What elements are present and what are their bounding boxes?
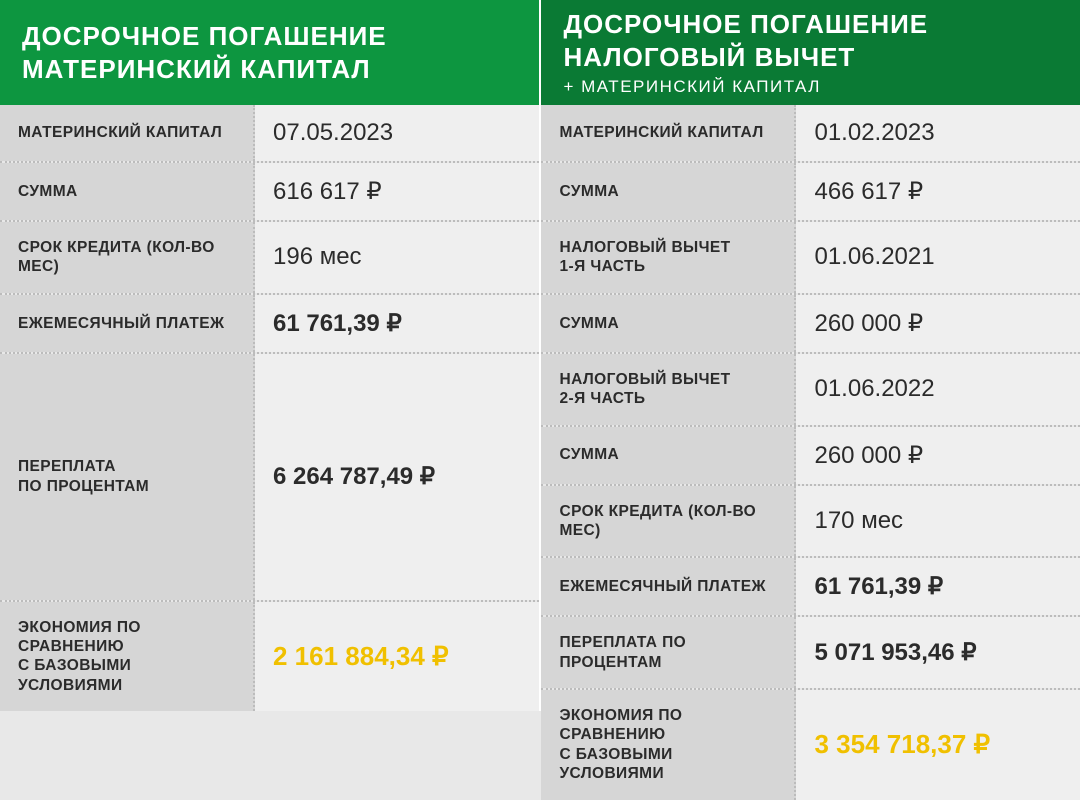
- row-value: 01.06.2021: [796, 222, 1080, 293]
- table-row: СУММА 616 617 ₽: [0, 163, 539, 222]
- right-header: ДОСРОЧНОЕ ПОГАШЕНИЕ НАЛОГОВЫЙ ВЫЧЕТ + МА…: [541, 0, 1080, 105]
- row-label: ЕЖЕМЕСЯЧНЫЙ ПЛАТЕЖ: [0, 295, 255, 352]
- table-row: СРОК КРЕДИТА (КОЛ-ВО МЕС) 196 мес: [0, 222, 539, 295]
- table-row: МАТЕРИНСКИЙ КАПИТАЛ 07.05.2023: [0, 105, 539, 163]
- row-value: 260 000 ₽: [796, 295, 1080, 352]
- table-row: СУММА 260 000 ₽: [541, 427, 1080, 486]
- row-value: 616 617 ₽: [255, 163, 539, 220]
- row-value: 466 617 ₽: [796, 163, 1080, 220]
- right-body: МАТЕРИНСКИЙ КАПИТАЛ 01.02.2023 СУММА 466…: [541, 105, 1080, 800]
- left-title-line1: ДОСРОЧНОЕ ПОГАШЕНИЕ: [22, 20, 517, 53]
- right-column: ДОСРОЧНОЕ ПОГАШЕНИЕ НАЛОГОВЫЙ ВЫЧЕТ + МА…: [541, 0, 1080, 711]
- row-label: МАТЕРИНСКИЙ КАПИТАЛ: [541, 105, 796, 161]
- row-value: 07.05.2023: [255, 105, 539, 161]
- row-value: 6 264 787,49 ₽: [255, 354, 539, 600]
- table-row: ЕЖЕМЕСЯЧНЫЙ ПЛАТЕЖ 61 761,39 ₽: [0, 295, 539, 354]
- table-row: СУММА 466 617 ₽: [541, 163, 1080, 222]
- row-label: СУММА: [541, 295, 796, 352]
- row-label: СРОК КРЕДИТА (КОЛ-ВО МЕС): [541, 486, 796, 557]
- table-row: НАЛОГОВЫЙ ВЫЧЕТ 2-Я ЧАСТЬ 01.06.2022: [541, 354, 1080, 427]
- right-subtitle: + МАТЕРИНСКИЙ КАПИТАЛ: [563, 77, 1058, 97]
- row-label: МАТЕРИНСКИЙ КАПИТАЛ: [0, 105, 255, 161]
- left-title-line2: МАТЕРИНСКИЙ КАПИТАЛ: [22, 53, 517, 86]
- row-label: СУММА: [541, 163, 796, 220]
- row-label: НАЛОГОВЫЙ ВЫЧЕТ 2-Я ЧАСТЬ: [541, 354, 796, 425]
- highlight-row: ЭКОНОМИЯ ПО СРАВНЕНИЮ С БАЗОВЫМИ УСЛОВИЯ…: [0, 602, 539, 712]
- right-title-line1: ДОСРОЧНОЕ ПОГАШЕНИЕ: [563, 8, 1058, 41]
- right-title-line2: НАЛОГОВЫЙ ВЫЧЕТ: [563, 41, 1058, 74]
- row-label: СРОК КРЕДИТА (КОЛ-ВО МЕС): [0, 222, 255, 293]
- row-value: 170 мес: [796, 486, 1080, 557]
- left-body: МАТЕРИНСКИЙ КАПИТАЛ 07.05.2023 СУММА 616…: [0, 105, 539, 711]
- row-value: 5 071 953,46 ₽: [796, 617, 1080, 688]
- left-column: ДОСРОЧНОЕ ПОГАШЕНИЕ МАТЕРИНСКИЙ КАПИТАЛ …: [0, 0, 539, 711]
- table-row: МАТЕРИНСКИЙ КАПИТАЛ 01.02.2023: [541, 105, 1080, 163]
- row-label: СУММА: [541, 427, 796, 484]
- highlight-row: ЭКОНОМИЯ ПО СРАВНЕНИЮ С БАЗОВЫМИ УСЛОВИЯ…: [541, 690, 1080, 800]
- highlight-label: ЭКОНОМИЯ ПО СРАВНЕНИЮ С БАЗОВЫМИ УСЛОВИЯ…: [541, 690, 796, 800]
- table-row: ПЕРЕПЛАТА ПО ПРОЦЕНТАМ 5 071 953,46 ₽: [541, 617, 1080, 690]
- row-value: 61 761,39 ₽: [255, 295, 539, 352]
- row-value: 196 мес: [255, 222, 539, 293]
- row-value: 01.02.2023: [796, 105, 1080, 161]
- highlight-value: 2 161 884,34 ₽: [255, 602, 539, 712]
- row-label: СУММА: [0, 163, 255, 220]
- table-row: СРОК КРЕДИТА (КОЛ-ВО МЕС) 170 мес: [541, 486, 1080, 559]
- row-label: ЕЖЕМЕСЯЧНЫЙ ПЛАТЕЖ: [541, 558, 796, 615]
- row-value: 61 761,39 ₽: [796, 558, 1080, 615]
- row-value: 01.06.2022: [796, 354, 1080, 425]
- highlight-label: ЭКОНОМИЯ ПО СРАВНЕНИЮ С БАЗОВЫМИ УСЛОВИЯ…: [0, 602, 255, 712]
- row-label: ПЕРЕПЛАТА ПО ПРОЦЕНТАМ: [0, 354, 255, 600]
- table-row: ПЕРЕПЛАТА ПО ПРОЦЕНТАМ 6 264 787,49 ₽: [0, 354, 539, 602]
- table-row: ЕЖЕМЕСЯЧНЫЙ ПЛАТЕЖ 61 761,39 ₽: [541, 558, 1080, 617]
- row-label: ПЕРЕПЛАТА ПО ПРОЦЕНТАМ: [541, 617, 796, 688]
- row-label: НАЛОГОВЫЙ ВЫЧЕТ 1-Я ЧАСТЬ: [541, 222, 796, 293]
- left-header: ДОСРОЧНОЕ ПОГАШЕНИЕ МАТЕРИНСКИЙ КАПИТАЛ: [0, 0, 539, 105]
- table-row: НАЛОГОВЫЙ ВЫЧЕТ 1-Я ЧАСТЬ 01.06.2021: [541, 222, 1080, 295]
- row-value: 260 000 ₽: [796, 427, 1080, 484]
- highlight-value: 3 354 718,37 ₽: [796, 690, 1080, 800]
- table-row: СУММА 260 000 ₽: [541, 295, 1080, 354]
